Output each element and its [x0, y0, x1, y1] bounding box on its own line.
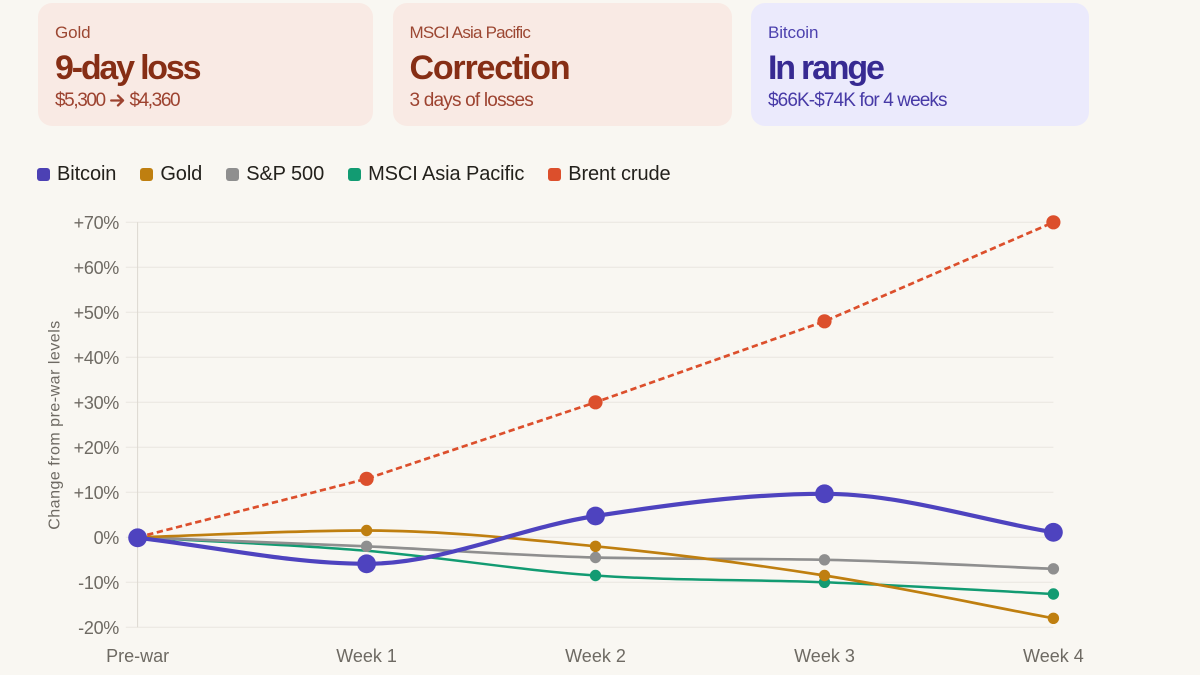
svg-text:Change from pre-war levels: Change from pre-war levels: [47, 320, 64, 530]
svg-text:Pre-war: Pre-war: [106, 646, 169, 666]
svg-text:+50%: +50%: [74, 303, 120, 323]
svg-text:-20%: -20%: [78, 618, 119, 638]
svg-text:+60%: +60%: [74, 258, 120, 278]
svg-text:-10%: -10%: [78, 573, 119, 593]
svg-text:Week 3: Week 3: [794, 646, 855, 666]
svg-text:Week 4: Week 4: [1023, 646, 1084, 666]
svg-text:+40%: +40%: [74, 348, 120, 368]
svg-text:+30%: +30%: [74, 393, 120, 413]
svg-text:0%: 0%: [94, 528, 120, 548]
svg-text:+70%: +70%: [74, 213, 120, 233]
svg-text:Week 2: Week 2: [565, 646, 626, 666]
svg-text:Week 1: Week 1: [336, 646, 397, 666]
svg-text:+10%: +10%: [74, 483, 120, 503]
svg-text:+20%: +20%: [74, 438, 120, 458]
